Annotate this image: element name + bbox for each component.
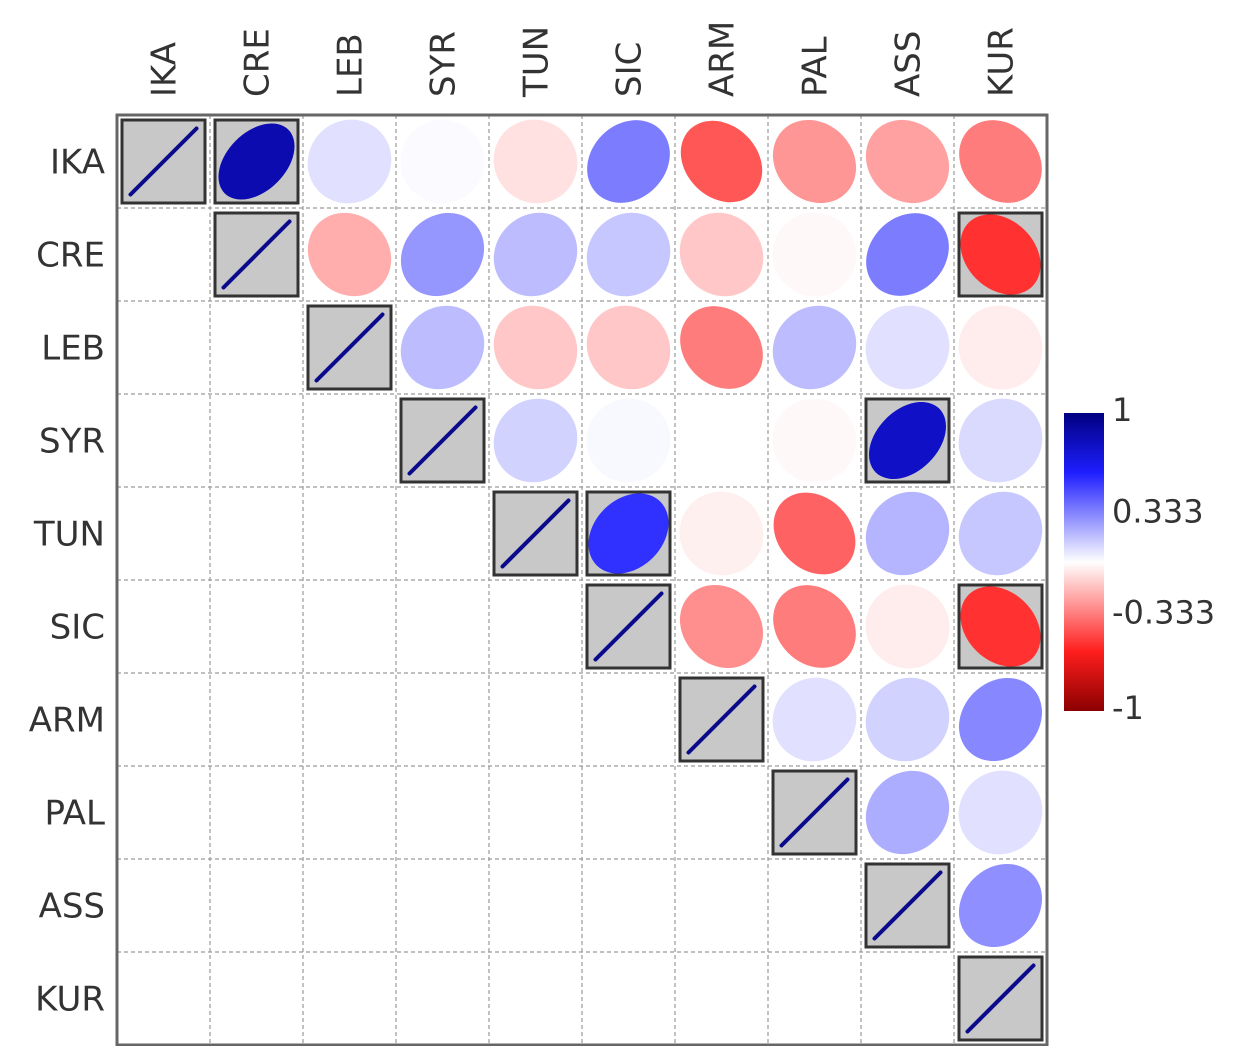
row-label-tun: TUN [33, 515, 105, 555]
diagonal-line-leb [314, 312, 385, 383]
column-label-pal: PAL [796, 36, 836, 97]
correlation-ellipse-ika-kur [959, 120, 1042, 203]
correlation-ellipse-leb-ass [865, 305, 950, 390]
correlation-ellipse-ika-arm [680, 120, 763, 203]
diagonal-line-kur [965, 963, 1036, 1034]
correlation-ellipse-arm-kur [959, 678, 1042, 761]
correlation-ellipse-sic-ass [865, 584, 950, 669]
matrix-frame [115, 113, 1049, 1047]
correlation-ellipse-leb-pal [772, 305, 857, 390]
diagonal-line-sic [593, 591, 664, 662]
diagonal-line-ass [872, 870, 943, 941]
correlation-ellipse-syr-ass [869, 402, 946, 479]
correlation-ellipse-cre-arm [679, 212, 764, 297]
row-label-ass: ASS [39, 887, 105, 927]
row-label-sic: SIC [50, 608, 105, 648]
correlation-ellipse-ika-syr [400, 119, 485, 204]
correlation-ellipse-leb-syr [400, 305, 485, 390]
correlation-ellipse-sic-kur [960, 586, 1041, 667]
label-layer: IKA IKA CRE CRE LEB LEB SYR SYR TUN TUN SIC SIC ARM A… [29, 21, 1022, 1020]
row-label-kur: KUR [35, 980, 105, 1020]
correlation-ellipse-cre-ass [866, 213, 949, 296]
column-label-leb: LEB [331, 33, 371, 97]
correlation-ellipse-arm-pal [772, 677, 857, 762]
correlation-ellipse-cre-leb [307, 212, 392, 297]
grid-layer [117, 115, 1047, 1045]
correlation-ellipse-ika-pal [772, 119, 857, 204]
correlation-ellipse-ika-cre [218, 123, 295, 200]
frame-layer [115, 113, 1049, 1047]
correlation-ellipse-cre-kur [960, 214, 1041, 295]
diagonal-line-tun [500, 498, 571, 569]
colorbar-tick-label: -1 [1112, 689, 1144, 727]
correlation-ellipse-syr-tun [493, 398, 578, 483]
correlation-ellipse-cre-pal [772, 212, 857, 297]
cell-layer [120, 118, 1044, 1042]
correlation-ellipse-ika-ass [865, 119, 950, 204]
row-label-leb: LEB [41, 329, 105, 369]
correlation-ellipse-leb-kur [958, 305, 1043, 390]
diagonal-line-pal [779, 777, 850, 848]
correlation-ellipse-tun-sic [588, 493, 669, 574]
colorbar-tick-label: 0.333 [1112, 492, 1204, 530]
column-label-kur: KUR [982, 27, 1022, 97]
correlation-ellipse-ass-kur [958, 863, 1043, 948]
column-label-ika: IKA [145, 42, 185, 97]
correlation-ellipse-arm-ass [865, 677, 950, 762]
row-label-arm: ARM [29, 701, 105, 741]
correlation-ellipse-syr-arm [679, 398, 764, 483]
correlation-ellipse-tun-kur [958, 491, 1043, 576]
correlation-ellipse-tun-pal [773, 492, 856, 575]
correlation-ellipse-cre-tun [493, 212, 578, 297]
correlation-ellipse-leb-tun [493, 305, 578, 390]
correlation-ellipse-cre-sic [586, 212, 671, 297]
correlation-ellipse-tun-ass [865, 491, 950, 576]
column-label-tun: TUN [517, 26, 557, 98]
row-label-cre: CRE [36, 236, 105, 276]
colorbar-tick-label: -0.333 [1112, 594, 1215, 632]
correlation-ellipse-cre-syr [400, 212, 485, 297]
correlation-ellipse-syr-sic [586, 398, 671, 483]
correlation-ellipse-tun-arm [679, 491, 764, 576]
correlation-ellipse-pal-kur [958, 770, 1043, 855]
correlation-ellipse-pal-ass [865, 770, 950, 855]
diagonal-line-cre [221, 219, 292, 290]
diagonal-line-ika [128, 126, 199, 197]
correlation-ellipse-sic-pal [773, 585, 856, 668]
correlation-ellipse-syr-kur [958, 398, 1043, 483]
correlation-ellipse-syr-pal [772, 398, 857, 483]
correlation-ellipse-leb-sic [586, 305, 671, 390]
diagonal-line-syr [407, 405, 478, 476]
diagonal-line-arm [686, 684, 757, 755]
row-label-syr: SYR [39, 422, 105, 462]
column-label-syr: SYR [424, 31, 464, 97]
correlation-ellipse-ika-tun [493, 119, 578, 204]
correlation-ellipse-leb-arm [680, 306, 763, 389]
column-label-cre: CRE [238, 28, 278, 97]
column-label-arm: ARM [703, 21, 743, 97]
correlation-ellipse-ika-leb [307, 119, 392, 204]
column-label-sic: SIC [610, 42, 650, 97]
row-label-ika: IKA [50, 143, 105, 183]
colorbar: 1 0.333 -0.333 -1 [1064, 391, 1215, 727]
colorbar-tick-label: 1 [1112, 391, 1132, 429]
correlation-ellipse-sic-arm [679, 584, 764, 669]
row-label-pal: PAL [44, 794, 105, 834]
colorbar-gradient [1064, 413, 1104, 711]
column-label-ass: ASS [889, 31, 929, 97]
correlation-ellipse-ika-sic [587, 120, 670, 203]
